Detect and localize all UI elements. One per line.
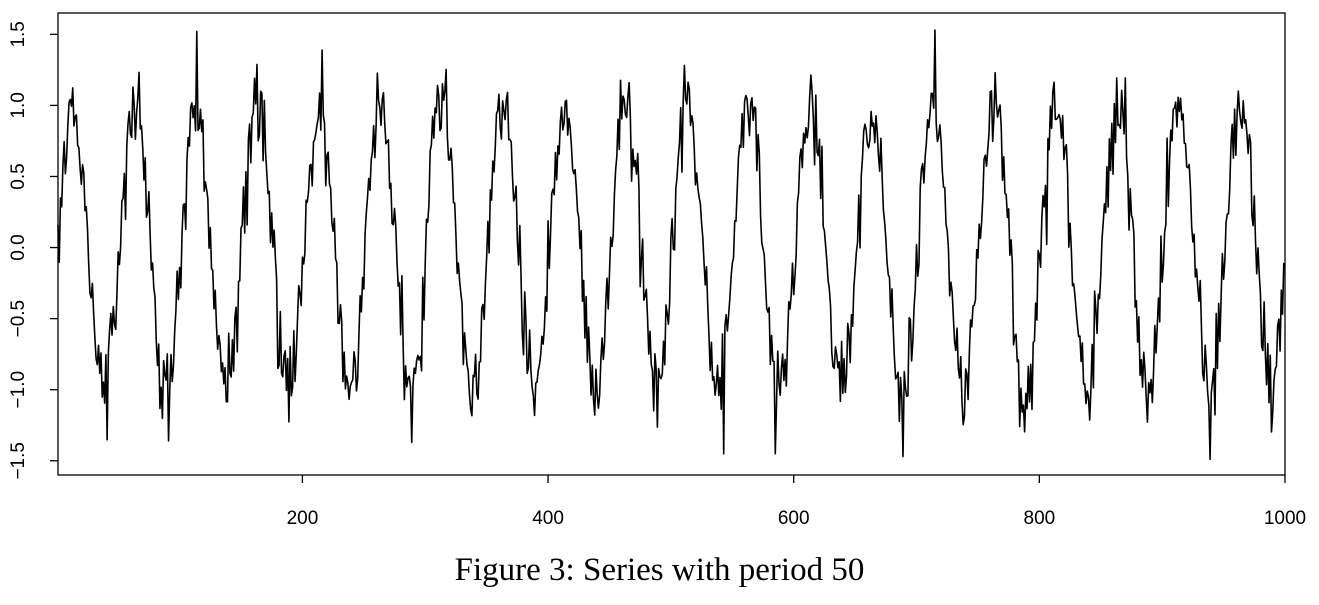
series-line (57, 29, 1286, 461)
x-tick-label: 800 (1024, 508, 1056, 529)
y-axis: −1.5 −1.0 −0.5 0.0 0.5 1.0 1.5 (8, 21, 58, 480)
y-tick-label: 0.0 (8, 234, 29, 260)
y-tick-label: 1.0 (8, 92, 29, 118)
y-tick-label: −1.5 (8, 442, 29, 480)
y-tick-label: −1.0 (8, 371, 29, 409)
x-tick-label: 400 (532, 508, 564, 529)
line-chart: 200 400 600 800 1000 −1.5 −1.0 −0.5 0.0 0.5 1.0 1.… (8, 12, 1306, 529)
x-tick-label: 600 (778, 508, 810, 529)
y-tick-label: −0.5 (8, 300, 29, 338)
x-tick-label: 1000 (1264, 508, 1306, 529)
x-tick-label: 200 (287, 508, 319, 529)
y-tick-label: 1.5 (8, 21, 29, 47)
y-tick-label: 0.5 (8, 163, 29, 189)
figure-caption: Figure 3: Series with period 50 (454, 552, 865, 588)
x-axis: 200 400 600 800 1000 (287, 475, 1306, 529)
